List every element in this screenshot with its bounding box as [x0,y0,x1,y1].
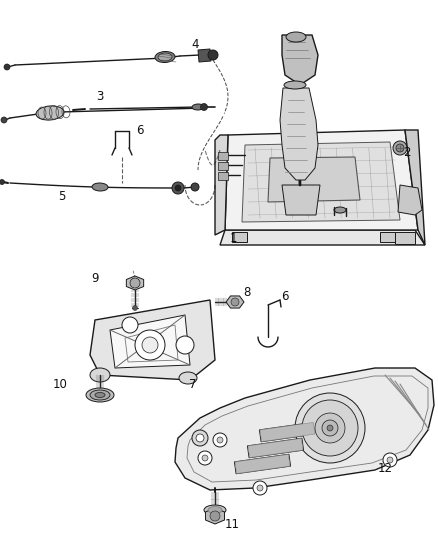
Circle shape [322,420,338,436]
Circle shape [208,50,218,60]
Circle shape [302,400,358,456]
Polygon shape [247,438,304,458]
Circle shape [192,430,208,446]
Ellipse shape [92,183,108,191]
Ellipse shape [95,392,105,398]
Text: 1: 1 [229,231,237,245]
Circle shape [295,393,365,463]
Polygon shape [218,152,228,160]
Ellipse shape [86,388,114,402]
Ellipse shape [90,390,110,400]
Circle shape [253,481,267,495]
Polygon shape [126,276,144,290]
Circle shape [210,511,220,521]
Circle shape [213,433,227,447]
Text: 5: 5 [58,190,66,203]
Circle shape [393,141,407,155]
Polygon shape [225,130,418,230]
Polygon shape [218,162,228,170]
Circle shape [257,485,263,491]
Ellipse shape [90,368,110,382]
Polygon shape [232,232,247,242]
Polygon shape [395,232,415,244]
Ellipse shape [208,506,222,513]
Circle shape [383,453,397,467]
Text: 3: 3 [96,91,104,103]
Polygon shape [220,230,425,245]
Circle shape [142,337,158,353]
Circle shape [172,182,184,194]
Ellipse shape [334,207,346,213]
Circle shape [1,117,7,123]
Polygon shape [234,454,290,474]
Circle shape [198,451,212,465]
Circle shape [133,305,138,311]
Text: 12: 12 [378,462,392,474]
Circle shape [396,144,404,152]
Ellipse shape [284,81,306,89]
Circle shape [315,413,345,443]
Circle shape [217,437,223,443]
Circle shape [196,434,204,442]
Polygon shape [242,142,400,222]
Circle shape [176,336,194,354]
Polygon shape [380,232,395,242]
Polygon shape [268,157,360,202]
Text: 10: 10 [53,378,67,392]
Polygon shape [226,296,244,308]
Polygon shape [405,130,425,245]
Polygon shape [110,315,190,368]
Polygon shape [282,185,320,215]
Ellipse shape [158,53,172,61]
Polygon shape [175,368,434,490]
Circle shape [191,183,199,191]
Circle shape [122,317,138,333]
Text: 6: 6 [281,289,289,303]
Text: 11: 11 [225,518,240,530]
Ellipse shape [286,32,306,42]
Polygon shape [205,508,225,524]
Circle shape [231,298,239,306]
Ellipse shape [192,104,204,110]
Polygon shape [259,422,315,442]
Ellipse shape [179,372,197,384]
Text: 6: 6 [136,125,144,138]
Polygon shape [90,300,215,380]
Text: 2: 2 [403,146,411,158]
Polygon shape [198,49,211,62]
Polygon shape [235,455,290,474]
Polygon shape [215,135,228,235]
Circle shape [202,455,208,461]
Circle shape [201,103,208,110]
Circle shape [130,278,140,288]
Ellipse shape [36,106,64,120]
Ellipse shape [155,52,175,62]
Text: 8: 8 [244,286,251,298]
Circle shape [4,64,10,70]
Ellipse shape [204,505,226,515]
Circle shape [327,425,333,431]
Circle shape [175,185,181,191]
Circle shape [135,330,165,360]
Polygon shape [398,185,422,215]
Circle shape [0,180,4,184]
Polygon shape [248,439,303,457]
Polygon shape [282,35,318,85]
Text: 4: 4 [191,38,199,52]
Polygon shape [218,172,228,180]
Polygon shape [280,88,318,180]
Text: 7: 7 [189,378,197,392]
Circle shape [387,457,393,463]
Text: 9: 9 [91,271,99,285]
Polygon shape [260,423,315,441]
